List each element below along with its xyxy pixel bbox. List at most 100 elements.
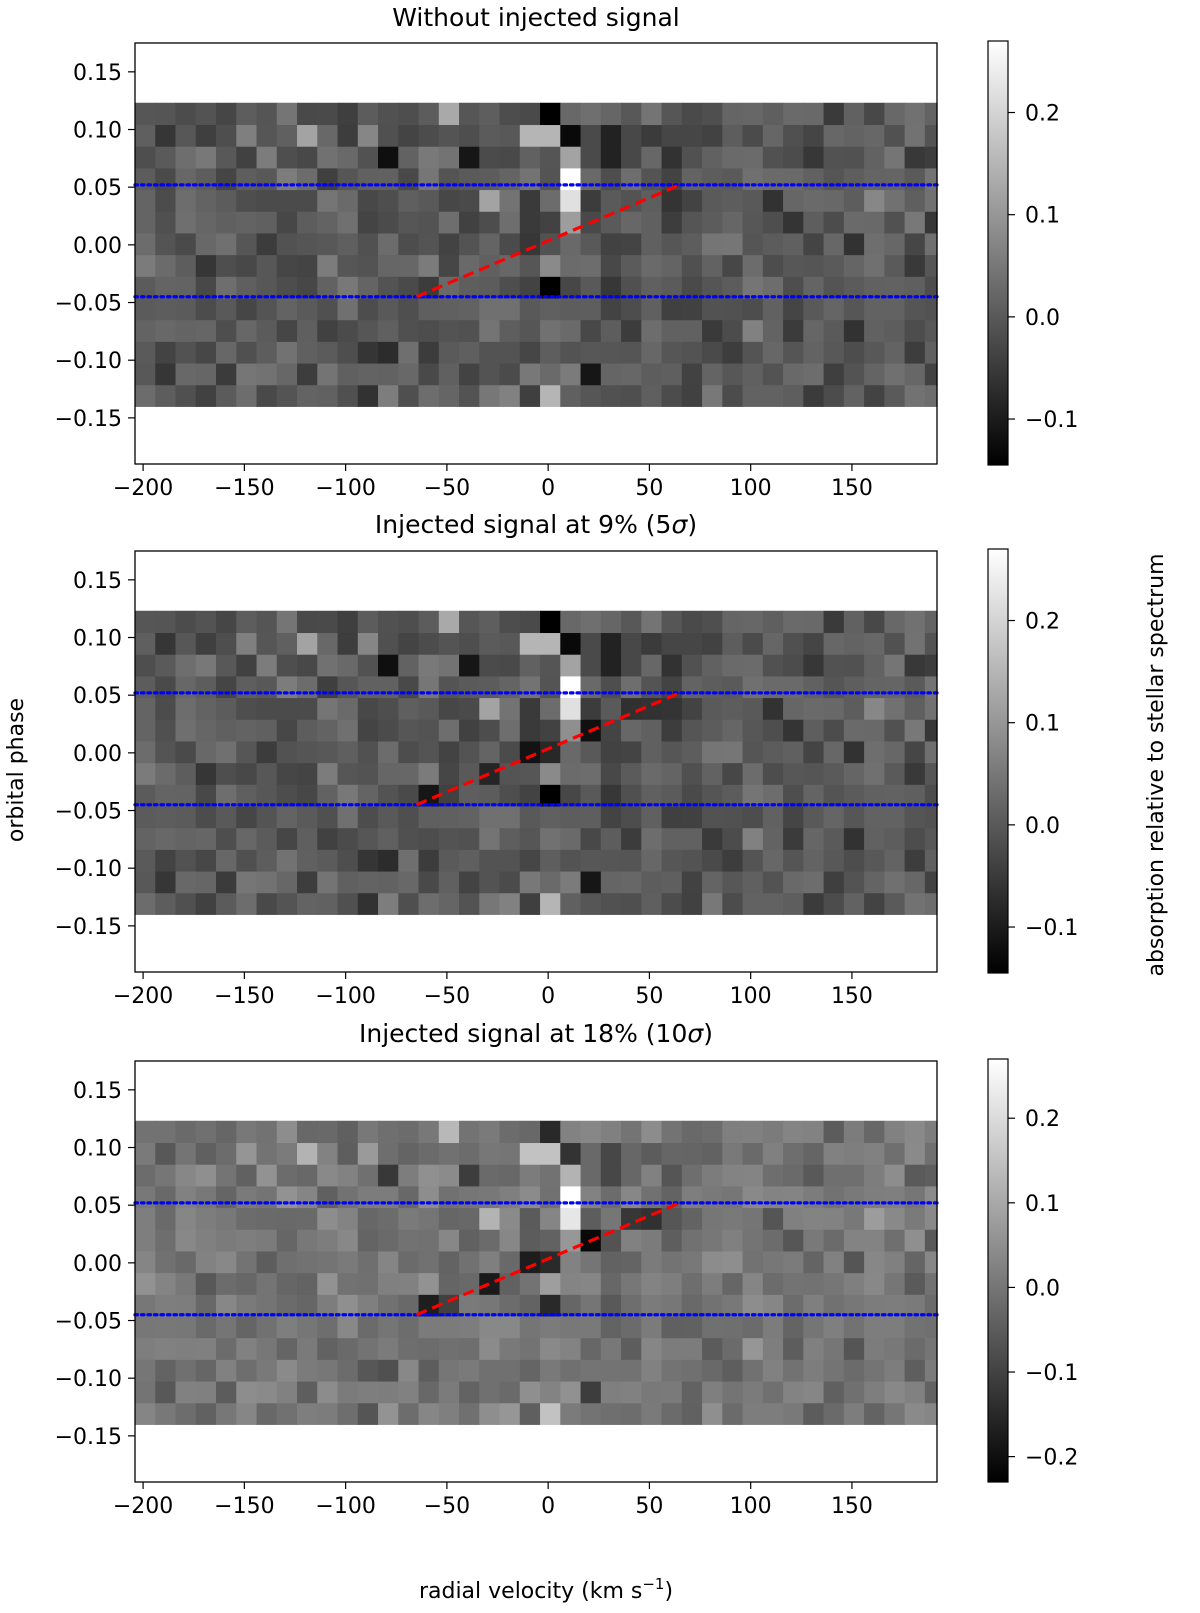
heatmap-cell bbox=[540, 892, 561, 915]
panels: Without injected signal−200 −150 −100 −50 0 5… bbox=[55, 3, 1079, 1519]
heatmap-cell bbox=[560, 654, 582, 677]
heatmap-cell bbox=[924, 740, 938, 764]
heatmap-cell bbox=[337, 719, 359, 742]
heatmap-cell bbox=[783, 254, 804, 277]
heatmap-cell bbox=[580, 1120, 602, 1144]
heatmap-cell bbox=[337, 1185, 359, 1209]
heatmap-cell bbox=[337, 124, 359, 147]
heatmap-cell bbox=[762, 146, 784, 169]
heatmap-cell bbox=[783, 362, 804, 386]
y-axis-label: orbital phase bbox=[4, 698, 29, 842]
heatmap-cell bbox=[519, 827, 541, 850]
heatmap-cell bbox=[803, 276, 825, 299]
heatmap-cell bbox=[681, 1185, 703, 1209]
heatmap-cell bbox=[540, 124, 561, 147]
heatmap-cell bbox=[398, 341, 420, 364]
heatmap-cell bbox=[499, 1185, 521, 1209]
heatmap-cell bbox=[195, 1229, 217, 1252]
heatmap-cell bbox=[256, 849, 278, 872]
heatmap-cell bbox=[519, 784, 541, 807]
heatmap-cell bbox=[560, 805, 582, 829]
heatmap-cell bbox=[155, 146, 177, 169]
heatmap-cell bbox=[864, 1207, 885, 1230]
colorbar-tick-label: −0.1 bbox=[1025, 916, 1078, 941]
heatmap-cell bbox=[924, 211, 938, 234]
heatmap-cell bbox=[317, 849, 339, 872]
heatmap-cell bbox=[155, 102, 177, 126]
heatmap-cell bbox=[337, 1359, 359, 1382]
heatmap-cell bbox=[661, 697, 683, 720]
heatmap-cell bbox=[438, 654, 460, 677]
heatmap-cell bbox=[216, 362, 237, 386]
heatmap-cell bbox=[195, 102, 217, 126]
heatmap-cell bbox=[195, 297, 217, 321]
heatmap-cell bbox=[600, 1272, 622, 1295]
heatmap-cell bbox=[742, 1229, 764, 1252]
heatmap-cell bbox=[276, 124, 298, 147]
heatmap-cell bbox=[236, 384, 258, 407]
heatmap-cell bbox=[803, 654, 825, 677]
heatmap-cell bbox=[499, 384, 521, 407]
heatmap-cell bbox=[560, 102, 582, 126]
heatmap-cell bbox=[823, 675, 845, 699]
heatmap-cell bbox=[479, 1359, 501, 1382]
heatmap-cell bbox=[135, 632, 156, 655]
heatmap-cell bbox=[661, 740, 683, 764]
heatmap-cell bbox=[823, 1229, 845, 1252]
heatmap-cell bbox=[722, 784, 744, 807]
heatmap-cell bbox=[783, 1272, 804, 1295]
heatmap-cell bbox=[317, 211, 339, 234]
heatmap-cell bbox=[681, 1229, 703, 1252]
heatmap-cell bbox=[195, 1250, 217, 1274]
heatmap-cell bbox=[175, 632, 197, 655]
heatmap-cell bbox=[864, 1250, 885, 1274]
heatmap-cell bbox=[864, 232, 885, 256]
heatmap-cell bbox=[499, 1120, 521, 1144]
heatmap-cell bbox=[803, 232, 825, 256]
heatmap-cell bbox=[843, 654, 865, 677]
heatmap-cell bbox=[742, 632, 764, 655]
heatmap-cell bbox=[580, 740, 602, 764]
heatmap-cell bbox=[297, 740, 318, 764]
panel-title-text: Without injected signal bbox=[392, 3, 679, 32]
heatmap-cell bbox=[175, 740, 197, 764]
heatmap-cell bbox=[418, 254, 440, 277]
heatmap-cell bbox=[823, 1185, 845, 1209]
heatmap-cell bbox=[135, 146, 156, 169]
heatmap-cell bbox=[560, 675, 582, 699]
heatmap-cell bbox=[661, 805, 683, 829]
heatmap-cell bbox=[681, 870, 703, 894]
heatmap-cell bbox=[337, 849, 359, 872]
heatmap-cell bbox=[216, 1207, 237, 1230]
heatmap-cell bbox=[702, 167, 723, 191]
heatmap-cell bbox=[175, 1207, 197, 1230]
heatmap-cell bbox=[398, 1207, 420, 1230]
heatmap-cell bbox=[843, 675, 865, 699]
heatmap-cell bbox=[438, 1185, 460, 1209]
heatmap-cell bbox=[823, 124, 845, 147]
heatmap-cell bbox=[783, 1337, 804, 1360]
heatmap-cell bbox=[540, 1294, 561, 1317]
heatmap-cell bbox=[641, 341, 663, 364]
heatmap-cell bbox=[216, 784, 237, 807]
heatmap-cell bbox=[195, 1272, 217, 1295]
heatmap-cell bbox=[560, 849, 582, 872]
heatmap-cell bbox=[681, 1164, 703, 1187]
heatmap-cell bbox=[580, 610, 602, 634]
heatmap-cell bbox=[864, 1142, 885, 1165]
heatmap-cell bbox=[195, 1359, 217, 1382]
heatmap-cell bbox=[357, 276, 379, 299]
heatmap-cell bbox=[479, 1337, 501, 1360]
heatmap-cell bbox=[135, 805, 156, 829]
x-axis-label-exponent: −1 bbox=[642, 1575, 664, 1593]
heatmap-cell bbox=[479, 167, 501, 191]
heatmap-cell bbox=[560, 297, 582, 321]
heatmap-cell bbox=[702, 654, 723, 677]
heatmap-cell bbox=[924, 384, 938, 407]
heatmap-cell bbox=[418, 297, 440, 321]
heatmap-cell bbox=[236, 1250, 258, 1274]
heatmap-cell bbox=[317, 697, 339, 720]
heatmap-cell bbox=[519, 1207, 541, 1230]
heatmap-cell bbox=[681, 167, 703, 191]
x-tick-label: 0 bbox=[541, 1494, 555, 1519]
